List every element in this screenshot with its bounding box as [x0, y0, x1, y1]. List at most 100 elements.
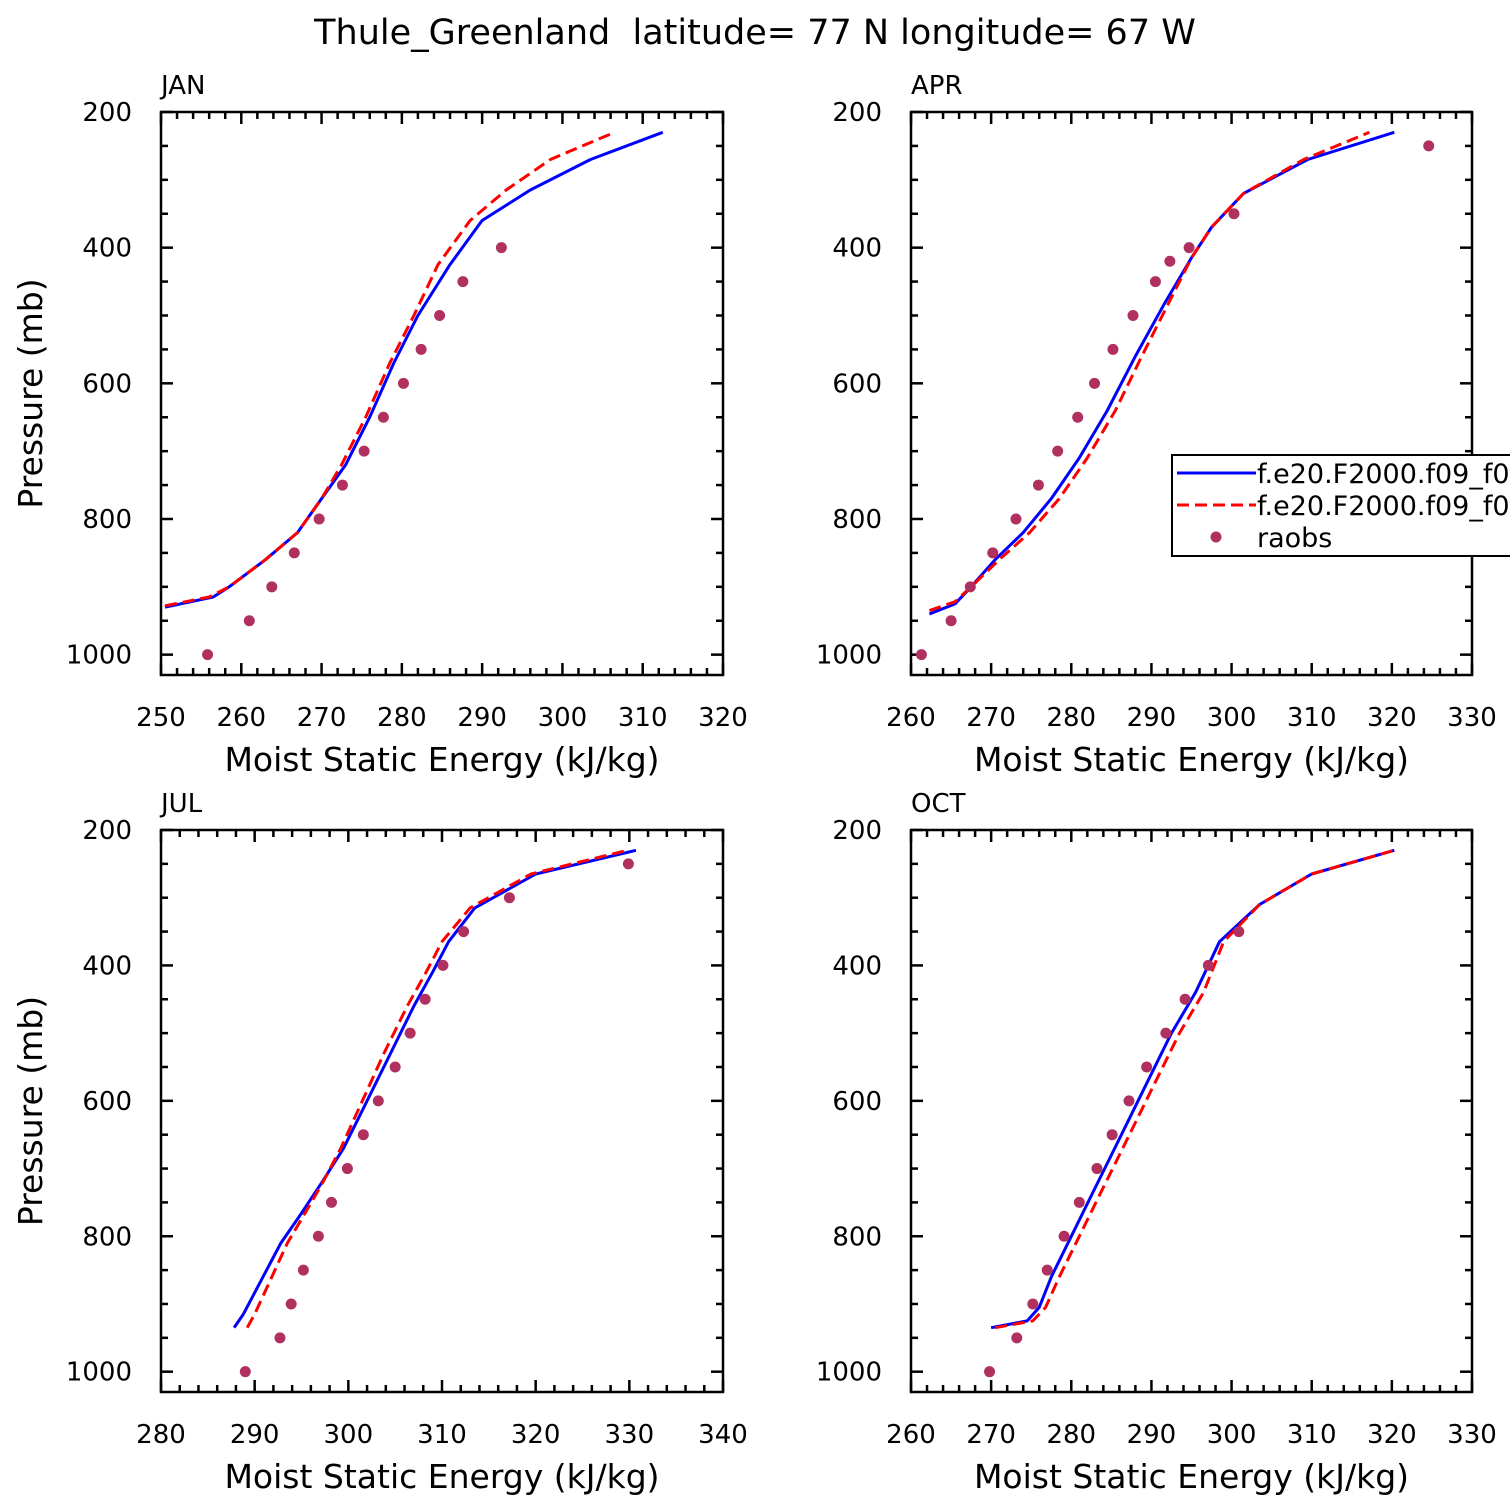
raobs-point: [202, 649, 214, 661]
y-tick-label: 600: [832, 1087, 882, 1117]
raobs-point: [1141, 1061, 1153, 1073]
plot-frame: [909, 110, 1474, 677]
y-tick-label: 400: [82, 951, 132, 981]
y-tick-label: 1000: [816, 1358, 882, 1388]
x-axis-label: Moist Static Energy (kJ/kg): [224, 1457, 659, 1496]
model-line-dashed: [245, 848, 628, 1329]
y-tick-label: 1000: [66, 1358, 132, 1388]
x-tick-label: 330: [1447, 703, 1497, 733]
y-tick-label: 400: [832, 951, 882, 981]
y-tick-label: 200: [832, 98, 882, 128]
raobs-point: [357, 1129, 369, 1141]
x-tick-label: 270: [966, 703, 1016, 733]
raobs-point: [1027, 1298, 1039, 1310]
raobs-point: [1164, 255, 1176, 267]
x-tick-label: 280: [1046, 703, 1096, 733]
raobs-point: [285, 1298, 297, 1310]
x-tick-label: 330: [1447, 1420, 1497, 1450]
plot-frame: [159, 828, 725, 1394]
raobs-point: [457, 276, 469, 288]
x-tick-label: 270: [297, 703, 347, 733]
raobs-point: [1072, 411, 1084, 423]
raobs-point: [1107, 343, 1119, 355]
raobs-point: [312, 1230, 324, 1242]
raobs-point: [1010, 513, 1022, 525]
raobs-point: [419, 993, 431, 1005]
y-tick-label: 600: [832, 369, 882, 399]
y-tick-label: 800: [832, 505, 882, 535]
model-line-solid: [990, 848, 1395, 1330]
y-tick-label: 400: [832, 234, 882, 264]
raobs-point: [266, 581, 278, 593]
x-tick-label: 310: [1287, 1420, 1337, 1450]
raobs-point: [434, 309, 446, 321]
x-tick-label: 280: [136, 1420, 186, 1450]
raobs-point: [1091, 1163, 1103, 1175]
panel-apr: 260 270 280 290 300 310 320 330 200 400 600 800 1000…: [816, 71, 1497, 779]
panel-oct: 260 270 280 290 300 310 320 330 200 400 600 800 1000…: [816, 789, 1497, 1496]
x-tick-label: 310: [618, 703, 668, 733]
raobs-point: [274, 1332, 286, 1344]
model-line-solid: [232, 848, 637, 1329]
x-axis-label: Moist Static Energy (kJ/kg): [224, 740, 659, 779]
raobs-point: [1228, 208, 1240, 220]
raobs-point: [987, 547, 999, 559]
x-tick-label: 300: [324, 1420, 374, 1450]
x-tick-label: 260: [886, 703, 936, 733]
x-tick-label: 320: [1367, 703, 1417, 733]
raobs-point: [389, 1061, 401, 1073]
raobs-point: [377, 411, 389, 423]
plot-frame: [909, 828, 1474, 1394]
x-tick-label: 260: [886, 1420, 936, 1450]
raobs-point: [1123, 1095, 1135, 1107]
x-tick-label: 260: [216, 703, 266, 733]
x-tick-label: 290: [1127, 1420, 1177, 1450]
x-tick-label: 300: [1207, 703, 1257, 733]
x-tick-label: 320: [1367, 1420, 1417, 1450]
panel-title: JUL: [159, 789, 203, 819]
y-axis-label: Pressure (mb): [11, 996, 50, 1226]
series-group: [984, 848, 1395, 1378]
y-tick-label: 200: [832, 816, 882, 846]
raobs-point: [336, 479, 348, 491]
series-group: [164, 130, 664, 661]
panels: 250 260 270 280 290 300 310 320 200 400 600 800 1000…: [11, 71, 1497, 1496]
model-line-dashed: [928, 130, 1370, 613]
panel-title: JAN: [159, 71, 205, 101]
model-line-dashed: [164, 130, 616, 608]
x-tick-label: 300: [1207, 1420, 1257, 1450]
raobs-point: [1149, 276, 1161, 288]
legend-label-dashed: f.e20.F2000.f09_f09_mg17.cesm2.1exp011_c…: [1257, 491, 1510, 522]
raobs-point: [1032, 479, 1044, 491]
raobs-point: [915, 649, 927, 661]
panel-title: OCT: [911, 789, 966, 819]
x-tick-label: 290: [230, 1420, 280, 1450]
y-tick-label: 800: [832, 1222, 882, 1252]
y-tick-label: 600: [82, 369, 132, 399]
x-tick-label: 270: [966, 1420, 1016, 1450]
raobs-point: [404, 1027, 416, 1039]
x-tick-label: 290: [457, 703, 507, 733]
raobs-point: [1106, 1129, 1118, 1141]
x-tick-label: 340: [698, 1420, 748, 1450]
y-tick-label: 800: [82, 505, 132, 535]
raobs-point: [1011, 1332, 1023, 1344]
raobs-point: [1202, 959, 1214, 971]
figure-title: Thule_Greenland latitude= 77 N longitude…: [313, 13, 1196, 53]
raobs-point: [1183, 242, 1195, 254]
raobs-point: [945, 615, 957, 627]
x-tick-label: 250: [136, 703, 186, 733]
y-tick-label: 1000: [66, 641, 132, 671]
raobs-point: [458, 926, 470, 938]
raobs-point: [437, 959, 449, 971]
raobs-point: [397, 377, 409, 389]
y-tick-label: 800: [82, 1222, 132, 1252]
raobs-point: [1233, 926, 1245, 938]
x-axis-label: Moist Static Energy (kJ/kg): [974, 740, 1409, 779]
model-line-solid: [164, 130, 664, 609]
legend-label-raobs: raobs: [1257, 523, 1332, 554]
raobs-point: [313, 513, 325, 525]
y-tick-label: 600: [82, 1087, 132, 1117]
raobs-point: [341, 1163, 353, 1175]
